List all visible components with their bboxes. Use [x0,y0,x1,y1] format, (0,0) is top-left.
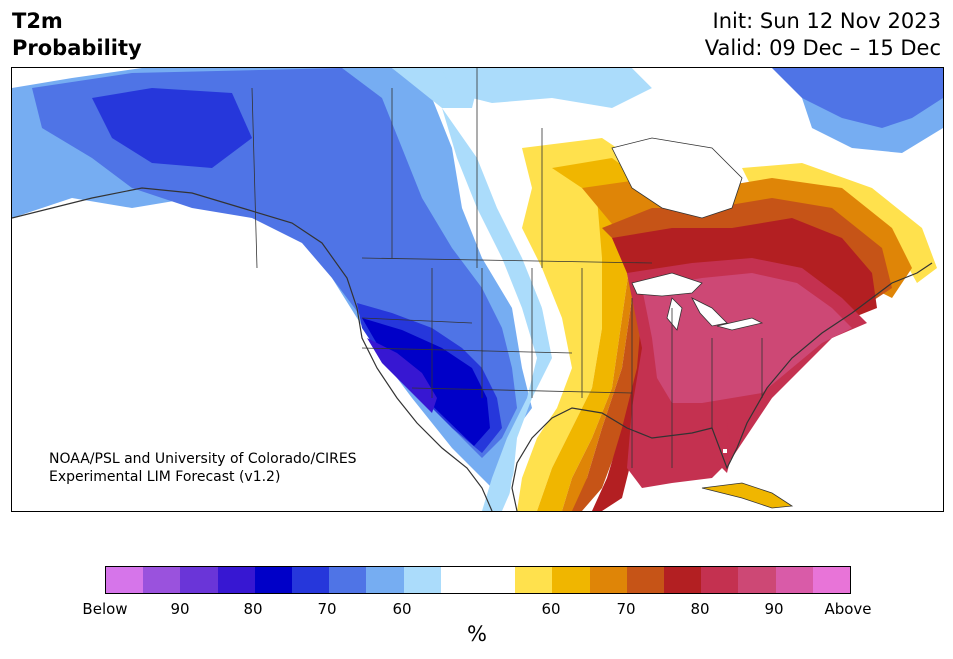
colorbar-segment [403,567,441,593]
probability-region-above-70-ne [742,163,937,283]
colorbar-segment [366,567,404,593]
colorbar-segment [106,567,144,593]
map-panel [11,67,944,512]
colorbar-segment [701,567,739,593]
probability-region-above-extreme [642,273,852,403]
colorbar-segment [515,567,553,593]
credit-line-1: NOAA/PSL and University of Colorado/CIRE… [49,451,357,467]
probability-region-below-extreme [367,338,437,413]
colorbar-tick-label: 70 [616,600,636,618]
colorbar-segment [775,567,813,593]
credit-line-2: Experimental LIM Forecast (v1.2) [49,469,281,485]
valid-range: Valid: 09 Dec – 15 Dec [704,36,941,60]
colorbar-tick-label: 60 [541,600,561,618]
florida-marker [723,449,727,453]
colorbar-segment [440,567,479,593]
probability-region-normal [442,108,572,511]
colorbar-tick-label: 60 [392,600,412,618]
probability-region-below-80 [92,88,252,168]
colorbar-segment [812,567,851,593]
colorbar-tick-label: 80 [243,600,263,618]
colorbar-segment [552,567,590,593]
cuba [701,482,794,509]
colorbar-unit: % [467,622,487,646]
title-line-type: Probability [12,36,142,60]
map-title: T2m Probability [12,8,142,62]
colorbar-segment [329,567,367,593]
probability-region-near-normal-cold [392,68,552,511]
colorbar-tick-label: 90 [764,600,784,618]
colorbar-segment [478,567,516,593]
country-borders [251,68,763,468]
greenland-edge [802,98,943,153]
colorbar-segment [292,567,330,593]
arctic-islands [442,68,652,108]
colorbar-tick-label: 90 [170,600,190,618]
colorbar-segment [217,567,255,593]
colorbar-tick-label: Above [824,600,872,618]
colorbar-segment [254,567,293,593]
colorbar-segment [626,567,665,593]
great-lakes [631,272,764,331]
colorbar-segment [589,567,627,593]
forecast-dates: Init: Sun 12 Nov 2023 Valid: 09 Dec – 15… [705,8,941,62]
title-line-variable: T2m [12,9,63,33]
hudson-bay [611,137,743,219]
arctic-islands-east [632,68,802,148]
credit-text: NOAA/PSL and University of Colorado/CIRE… [49,450,357,486]
colorbar-segment [664,567,702,593]
colorbar-segment [180,567,218,593]
colorbar-tick-label: Below [82,600,128,618]
colorbar-segment [738,567,776,593]
probability-region-below-70 [32,68,517,458]
coastline [12,187,933,511]
colorbar-segment [143,567,181,593]
forecast-map [12,68,943,511]
colorbar-tick-label: 80 [690,600,710,618]
colorbar [105,566,851,594]
init-date: Init: Sun 12 Nov 2023 [712,9,941,33]
colorbar-tick-label: 70 [317,600,337,618]
